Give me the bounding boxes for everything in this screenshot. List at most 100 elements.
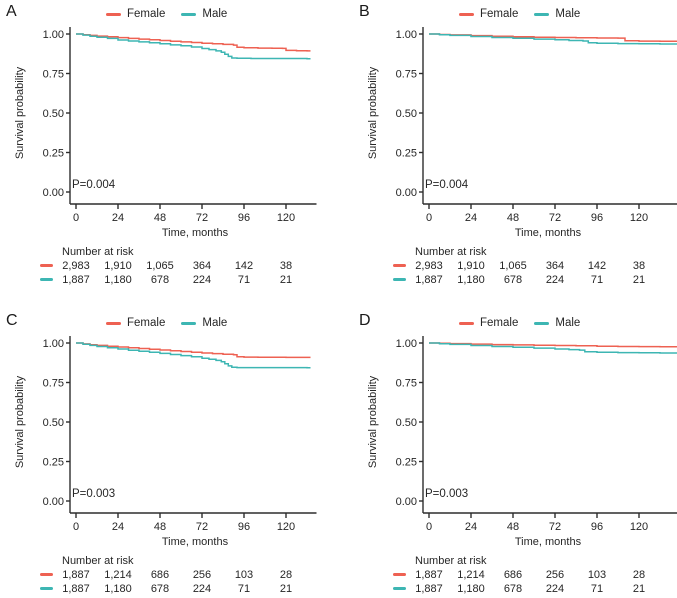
x-tick-labels: 0 24 48 72 96 120 <box>426 521 648 533</box>
y-tick-label: 0.00 <box>43 496 64 508</box>
x-tick-label: 0 <box>426 521 432 533</box>
risk-row-male: 1,887 1,180 678 224 71 21 <box>365 582 677 596</box>
legend-label-female: Female <box>480 8 519 20</box>
legend: Female Male <box>459 8 580 20</box>
x-tick-label: 120 <box>630 212 648 224</box>
female-line-swatch <box>106 12 121 16</box>
curve-female <box>429 342 677 348</box>
risk-count: 38 <box>632 260 646 272</box>
female-line-swatch <box>40 573 53 576</box>
y-tick-labels: 1.00 0.75 0.50 0.25 0.00 <box>43 29 64 199</box>
curve-male <box>76 342 311 369</box>
risk-count: 1,214 <box>104 569 132 581</box>
x-tick-label: 24 <box>465 212 477 224</box>
x-axis-title: Time, months <box>515 536 582 548</box>
legend: Female Male <box>459 317 580 329</box>
y-axis <box>419 27 424 204</box>
risk-count: 1,065 <box>146 260 174 272</box>
risk-count: 364 <box>192 260 212 272</box>
risk-table-title: Number at risk <box>62 555 134 567</box>
y-tick-label: 0.75 <box>43 69 64 81</box>
x-tick-label: 120 <box>277 212 295 224</box>
risk-count: 1,887 <box>415 274 443 286</box>
legend-item-male: Male <box>534 317 580 329</box>
km-plot: Survival probability 1.00 0.75 0.50 0.25… <box>367 336 677 548</box>
x-tick-labels: 0 24 48 72 96 120 <box>426 212 648 224</box>
risk-count: 1,887 <box>415 569 443 581</box>
x-tick-label: 72 <box>196 521 208 533</box>
legend-item-male: Male <box>534 8 580 20</box>
risk-table: Number at risk 1,887 1,214 686 256 103 2… <box>12 555 332 596</box>
y-axis <box>419 336 424 513</box>
risk-count: 1,180 <box>104 583 132 595</box>
risk-count: 256 <box>192 569 212 581</box>
legend-label-male: Male <box>555 8 581 20</box>
risk-count: 1,887 <box>415 583 443 595</box>
x-tick-label: 0 <box>426 212 432 224</box>
risk-count: 142 <box>234 260 254 272</box>
risk-row-male: 1,887 1,180 678 224 71 21 <box>365 273 677 287</box>
risk-count: 1,887 <box>62 583 90 595</box>
x-tick-label: 96 <box>238 212 250 224</box>
x-tick-label: 96 <box>591 521 603 533</box>
risk-count: 71 <box>590 274 604 286</box>
curve-male <box>429 342 677 354</box>
x-tick-label: 48 <box>507 521 519 533</box>
male-line-swatch <box>40 587 53 590</box>
risk-count: 1,910 <box>104 260 132 272</box>
km-plot: Survival probability 1.00 0.75 0.50 0.25… <box>367 27 677 239</box>
p-value-label: P=0.004 <box>72 179 116 191</box>
y-tick-labels: 1.00 0.75 0.50 0.25 0.00 <box>43 338 64 508</box>
x-tick-label: 72 <box>549 521 561 533</box>
y-tick-label: 0.25 <box>43 457 64 469</box>
x-tick-label: 96 <box>591 212 603 224</box>
y-tick-label: 0.50 <box>396 417 417 429</box>
male-line-swatch <box>534 321 550 325</box>
female-line-swatch <box>393 264 406 267</box>
y-tick-label: 0.25 <box>396 148 417 160</box>
x-tick-label: 48 <box>154 212 166 224</box>
x-tick-label: 72 <box>196 212 208 224</box>
risk-count: 71 <box>237 274 251 286</box>
risk-table-title: Number at risk <box>415 246 487 258</box>
p-value-label: P=0.003 <box>425 488 468 500</box>
risk-row-female: 2,983 1,910 1,065 364 142 38 <box>365 259 677 273</box>
y-tick-label: 0.00 <box>43 187 64 199</box>
risk-count: 71 <box>237 583 251 595</box>
risk-count: 103 <box>587 569 607 581</box>
y-axis-title: Survival probability <box>367 66 379 159</box>
y-tick-label: 0.50 <box>43 108 64 120</box>
male-line-swatch <box>393 587 406 590</box>
x-tick-label: 24 <box>465 521 477 533</box>
risk-count: 1,887 <box>62 274 90 286</box>
risk-row-male: 1,887 1,180 678 224 71 21 <box>12 582 332 596</box>
y-tick-label: 1.00 <box>43 338 64 350</box>
risk-count: 21 <box>279 583 293 595</box>
risk-count: 678 <box>503 583 523 595</box>
risk-row-female: 1,887 1,214 686 256 103 28 <box>12 568 332 582</box>
risk-count: 21 <box>632 583 646 595</box>
legend: Female Male <box>106 317 227 329</box>
panel-label: B <box>359 3 370 20</box>
risk-table-title: Number at risk <box>415 555 487 567</box>
risk-count: 678 <box>150 583 170 595</box>
y-tick-label: 0.50 <box>396 108 417 120</box>
y-tick-label: 0.75 <box>43 378 64 390</box>
y-tick-label: 1.00 <box>396 29 417 41</box>
y-tick-label: 0.75 <box>396 69 417 81</box>
risk-count: 224 <box>545 274 565 286</box>
risk-count: 678 <box>150 274 170 286</box>
survival-curves <box>429 342 677 354</box>
risk-table: Number at risk 1,887 1,214 686 256 103 2… <box>365 555 677 596</box>
x-tick-label: 96 <box>238 521 250 533</box>
risk-count: 256 <box>545 569 565 581</box>
x-tick-label: 120 <box>277 521 295 533</box>
female-line-swatch <box>459 321 474 325</box>
risk-count: 224 <box>545 583 565 595</box>
x-tick-label: 120 <box>630 521 648 533</box>
x-axis <box>70 512 317 518</box>
km-plot: Survival probability 1.00 0.75 0.50 0.25… <box>14 27 317 239</box>
risk-table-title: Number at risk <box>62 246 134 258</box>
x-axis <box>423 203 677 209</box>
